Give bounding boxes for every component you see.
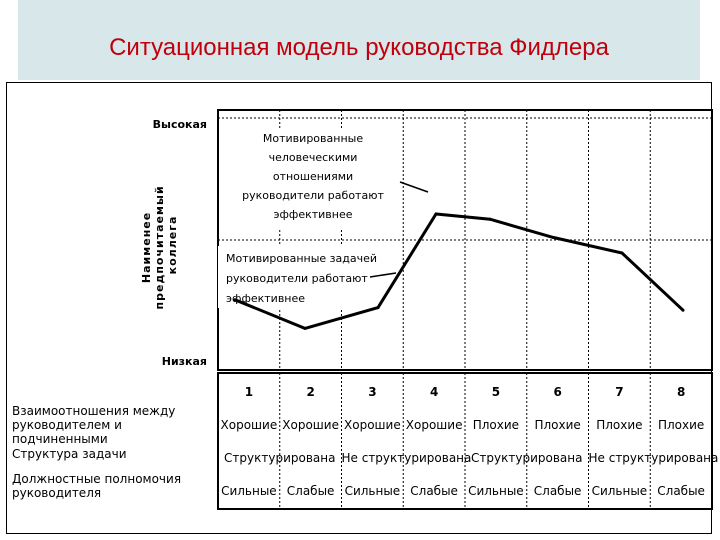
octant-label-8: 8 [677, 385, 685, 399]
octant-label-7: 7 [615, 385, 623, 399]
octant-label-5: 5 [492, 385, 500, 399]
table-cell: Плохие [534, 418, 581, 432]
table-cell: Сильные [344, 484, 401, 498]
y-axis-label-line-1: Наименее [140, 212, 153, 283]
table-cell: Структурирована [471, 451, 583, 465]
data-point-5 [488, 217, 492, 221]
table-cell: Плохие [596, 418, 643, 432]
data-point-3 [376, 306, 380, 310]
table-cell: Хорошие [344, 418, 401, 432]
table-cell: Слабые [533, 484, 582, 498]
page-title: Ситуационная модель руководства Фидлера [109, 34, 609, 61]
table-grid [217, 372, 713, 510]
row-label-power: Должностные полномочия руководителя [12, 472, 182, 500]
title-band: Ситуационная модель руководства Фидлера [18, 0, 700, 80]
data-point-8 [681, 308, 685, 312]
table-cell: Плохие [657, 418, 705, 432]
data-point-7 [620, 251, 624, 255]
octant-label-6: 6 [553, 385, 561, 399]
annotation-task: Мотивированные задачей руководители работ… [218, 246, 397, 308]
table-cell: Не структурирована [341, 451, 472, 465]
table-cell: Слабые [657, 484, 705, 498]
data-point-4 [434, 212, 438, 216]
table-cell: Структурирована [224, 451, 336, 465]
series-layer [233, 212, 685, 330]
y-axis-label-line-3: коллега [166, 216, 179, 275]
table-cell: Слабые [286, 484, 335, 498]
table-cell: Сильные [221, 484, 277, 498]
data-point-2 [303, 326, 307, 330]
series-line [234, 212, 685, 330]
y-axis-label: Наименее предпочитаемый коллега [140, 181, 179, 310]
table-cell: Не структурирована [588, 451, 719, 465]
octant-label-4: 4 [430, 385, 438, 399]
data-point-1 [233, 298, 237, 302]
table-cell: Хорошие [405, 418, 463, 432]
table-cell: Хорошие [282, 418, 339, 432]
data-point-6 [551, 235, 555, 239]
table-cell: Сильные [591, 484, 648, 498]
y-top-label: Высокая [153, 118, 207, 131]
table-cell: Сильные [468, 484, 524, 498]
table-cell: Плохие [472, 418, 520, 432]
octant-label-2: 2 [306, 385, 314, 399]
octant-labels: 1 2 3 4 5 6 7 8 [245, 385, 686, 399]
chart-grid [217, 109, 713, 371]
y-axis-label-line-2: предпочитаемый [153, 185, 166, 309]
y-bottom-label: Низкая [162, 355, 207, 368]
row-label-relations: Взаимоотношения между руководителем и по… [12, 404, 176, 446]
table-cell: Слабые [410, 484, 458, 498]
table-cell: Хорошие [220, 418, 278, 432]
row-label-task-structure: Структура задачи [12, 447, 127, 461]
octant-label-3: 3 [368, 385, 376, 399]
annotation-relations: Мотивированные человеческими отношениями ру… [230, 128, 429, 228]
octant-label-1: 1 [245, 385, 253, 399]
